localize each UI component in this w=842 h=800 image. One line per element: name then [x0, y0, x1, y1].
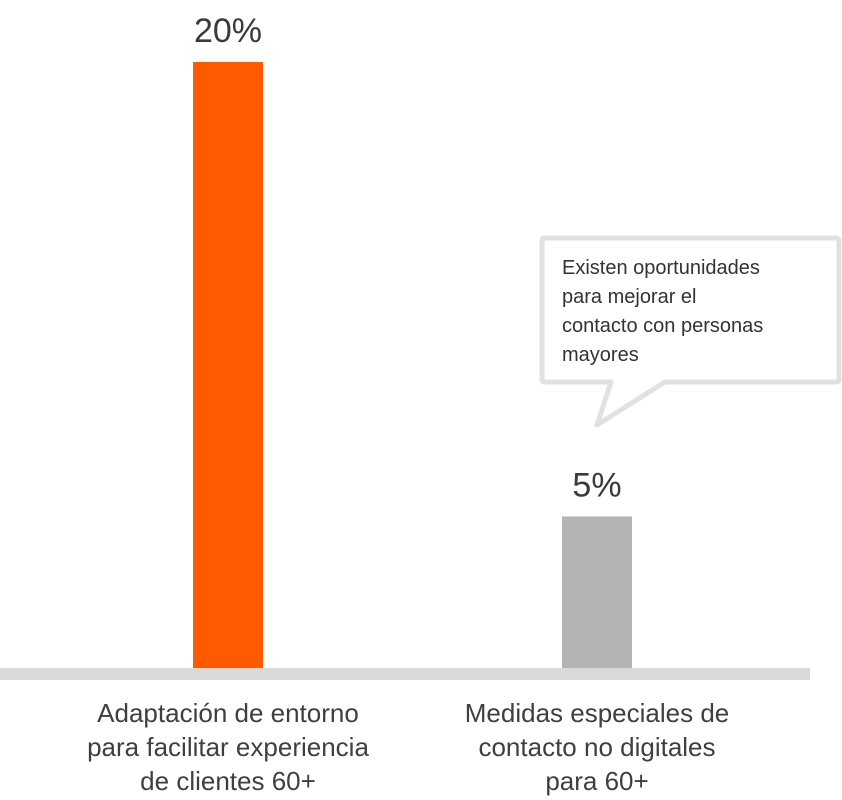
bar-1 [562, 516, 632, 668]
annotation-text: Existen oportunidades para mejorar el co… [562, 254, 824, 370]
category-label-line: contacto no digitales [478, 732, 716, 762]
category-label-line: Adaptación de entorno [97, 698, 359, 728]
annotation-callout [539, 235, 842, 428]
category-label-line: Medidas especiales de [464, 698, 730, 728]
value-label-0: 20% [194, 12, 262, 50]
category-label-line: de clientes 60+ [140, 766, 316, 796]
annotation-line: para mejorar el [562, 286, 697, 308]
annotation-line: mayores [562, 344, 639, 366]
callout-bubble [539, 235, 842, 428]
bars-group: 20% 5% [193, 12, 632, 668]
bar-0 [193, 62, 263, 668]
value-label-1: 5% [572, 467, 621, 505]
category-label-line: para 60+ [545, 766, 649, 796]
category-label-line: para facilitar experiencia [87, 732, 369, 762]
annotation-line: contacto con personas [562, 315, 764, 337]
category-label-1: Medidas especiales de contacto no digita… [427, 696, 767, 798]
category-label-0: Adaptación de entorno para facilitar exp… [58, 696, 398, 798]
annotation-line: Existen oportunidades [562, 257, 760, 279]
